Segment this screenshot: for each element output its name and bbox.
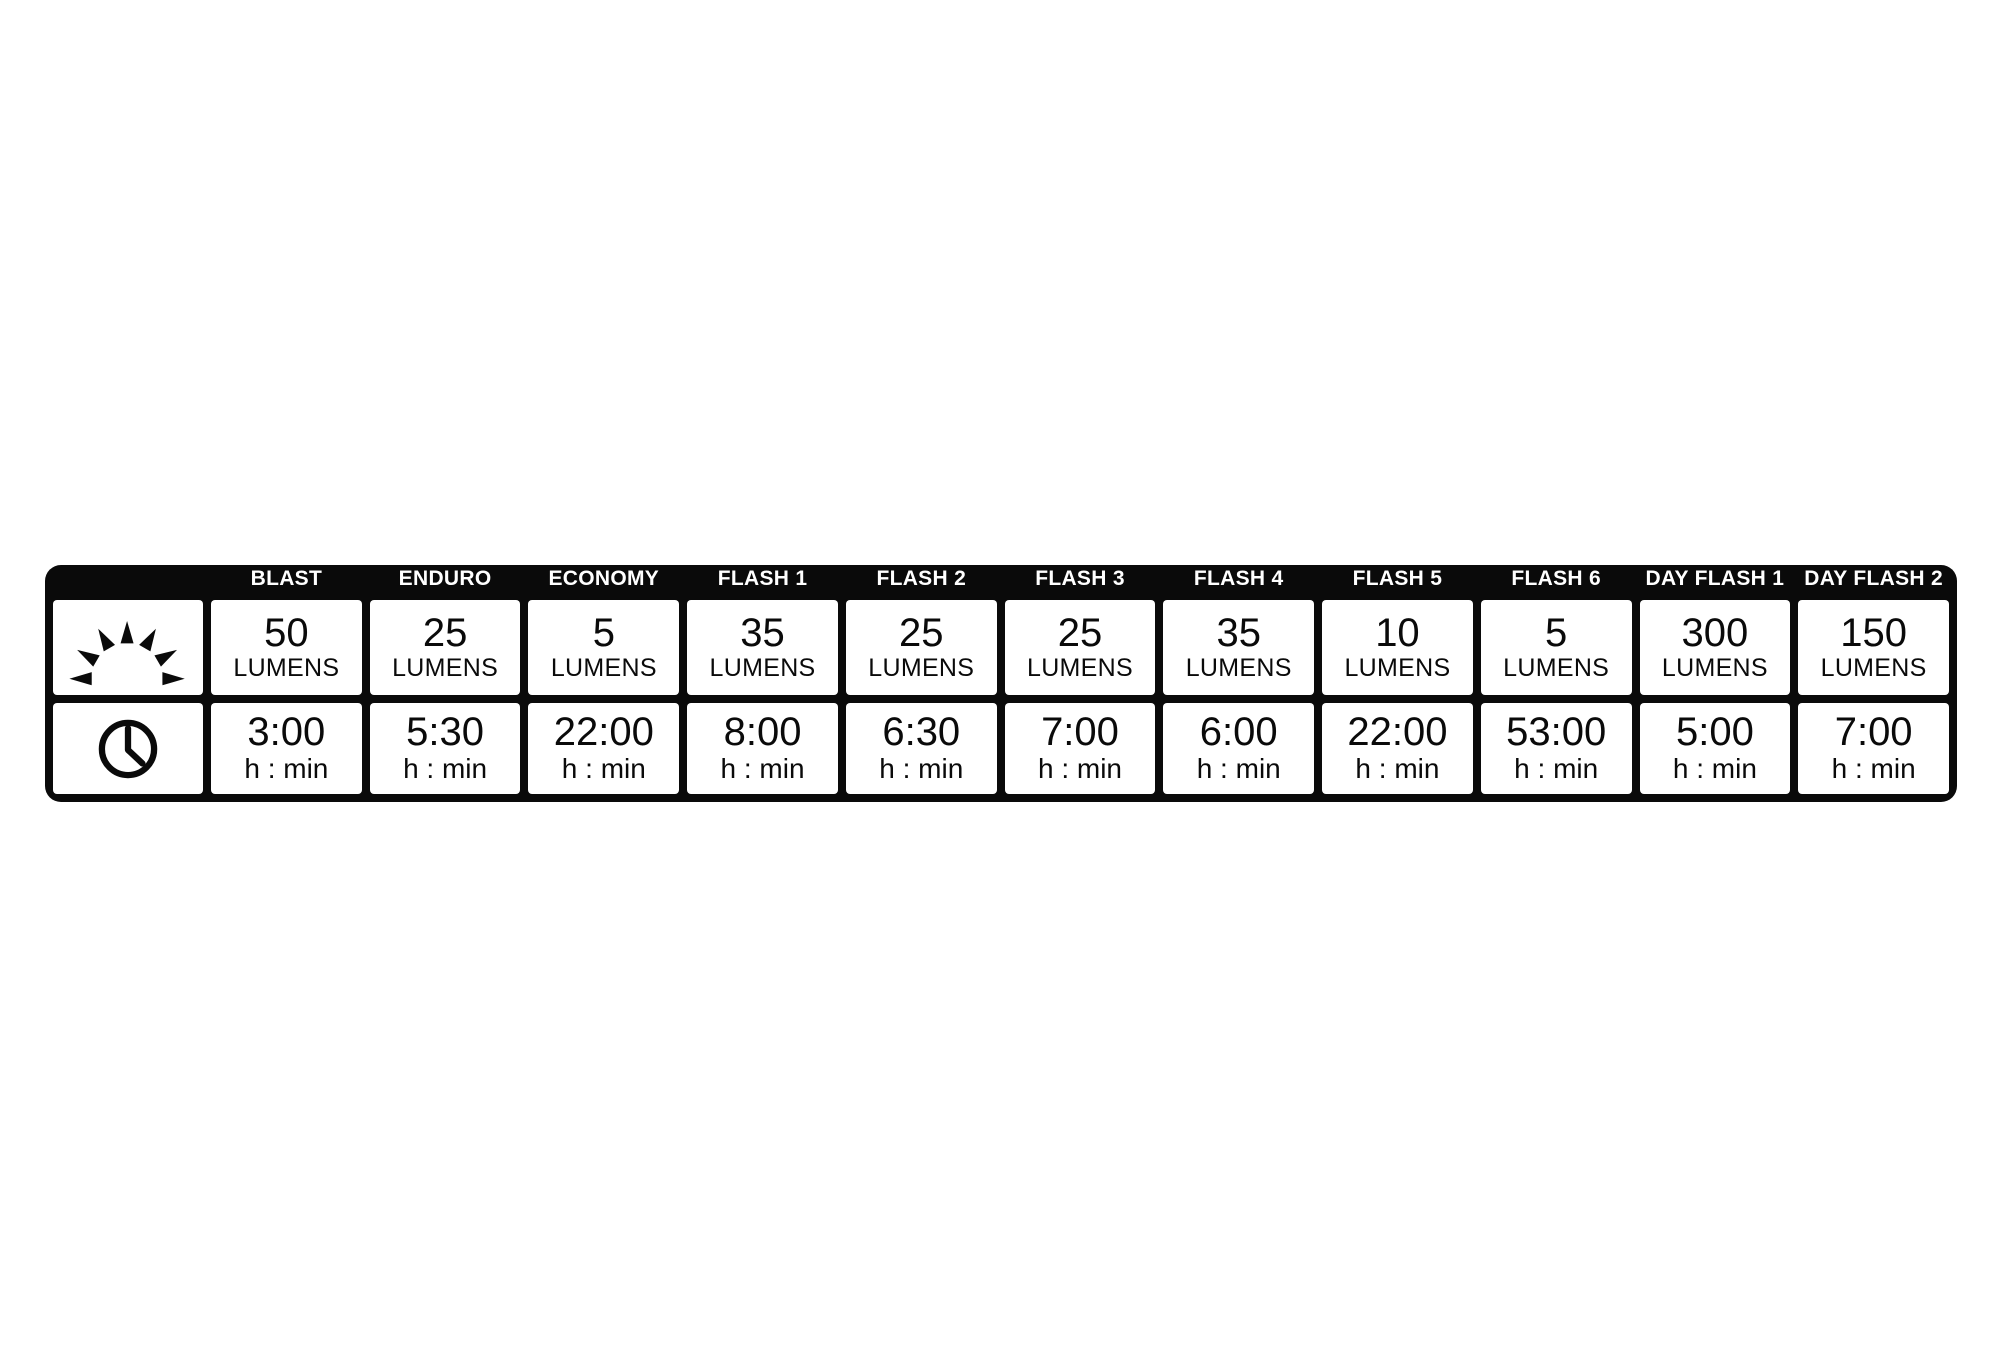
- clock-icon: [92, 713, 164, 785]
- runtime-value: 6:30: [882, 710, 961, 755]
- lumens-unit-label: LUMENS: [868, 654, 975, 683]
- header-icon-column-spacer: [53, 565, 203, 592]
- runtime-unit-label: h : min: [720, 753, 805, 785]
- lumens-cell-flash-6: 5 LUMENS: [1480, 600, 1632, 695]
- runtime-unit-label: h : min: [1831, 753, 1916, 785]
- lumens-cell-enduro: 25 LUMENS: [369, 600, 521, 695]
- lumens-value: 50: [264, 611, 309, 656]
- runtime-value: 6:00: [1199, 710, 1278, 755]
- lumens-unit-label: LUMENS: [1503, 654, 1610, 683]
- lumens-unit-label: LUMENS: [1026, 654, 1133, 683]
- lumens-unit-label: LUMENS: [1185, 654, 1292, 683]
- lumens-cell-flash-3: 25 LUMENS: [1004, 600, 1156, 695]
- lumens-value: 5: [592, 611, 615, 656]
- column-header-flash-1: FLASH 1: [717, 566, 808, 590]
- column-header-economy: ECONOMY: [548, 566, 660, 590]
- lumens-value: 25: [1057, 611, 1103, 656]
- runtime-value: 22:00: [1347, 710, 1448, 755]
- column-header-flash-2: FLASH 2: [876, 566, 967, 590]
- lumens-cell-flash-5: 10 LUMENS: [1322, 600, 1473, 695]
- lumens-value: 35: [1216, 611, 1261, 656]
- lumens-cell-day-flash-1: 300 LUMENS: [1639, 600, 1791, 695]
- lumens-unit-label: LUMENS: [550, 654, 657, 683]
- column-header-flash-3: FLASH 3: [1035, 566, 1125, 590]
- lumens-value: 300: [1681, 611, 1749, 656]
- lumens-unit-label: LUMENS: [709, 654, 816, 683]
- light-mode-spec-table: BLAST ENDURO ECONOMY FLASH 1 FLASH 2 FLA…: [45, 565, 1957, 802]
- lumens-cell-economy: 5 LUMENS: [528, 600, 680, 695]
- lumens-unit-label: LUMENS: [392, 654, 499, 683]
- runtime-cell-day-flash-1: 5:00 h : min: [1639, 703, 1791, 794]
- runtime-unit-label: h : min: [1196, 753, 1281, 785]
- runtime-unit-label: h : min: [403, 753, 488, 785]
- runtime-cell-economy: 22:00 h : min: [528, 703, 680, 794]
- lumens-value: 10: [1375, 611, 1420, 656]
- runtime-cell-enduro: 5:30 h : min: [369, 703, 521, 794]
- lumens-unit-label: LUMENS: [1820, 654, 1927, 683]
- column-header-flash-6: FLASH 6: [1511, 566, 1601, 590]
- column-header-flash-5: FLASH 5: [1352, 566, 1443, 590]
- lumens-cell-day-flash-2: 150 LUMENS: [1798, 600, 1949, 695]
- lumens-unit-label: LUMENS: [233, 654, 340, 683]
- runtime-unit-label: h : min: [1355, 753, 1440, 785]
- lumens-value: 35: [740, 611, 785, 656]
- runtime-value: 53:00: [1506, 710, 1607, 755]
- runtime-cell-blast: 3:00 h : min: [211, 703, 362, 794]
- runtime-value: 5:00: [1675, 710, 1754, 755]
- brightness-row-header: [53, 600, 203, 695]
- runtime-cell-flash-5: 22:00 h : min: [1322, 703, 1473, 794]
- runtime-unit-label: h : min: [1672, 753, 1757, 785]
- runtime-cell-flash-3: 7:00 h : min: [1004, 703, 1156, 794]
- runtime-cell-flash-4: 6:00 h : min: [1163, 703, 1315, 794]
- column-header-enduro: ENDURO: [398, 566, 492, 590]
- lumens-value: 150: [1840, 611, 1907, 656]
- column-header-day-flash-2: DAY FLASH 2: [1804, 566, 1943, 590]
- runtime-unit-label: h : min: [244, 753, 329, 785]
- lumens-unit-label: LUMENS: [1661, 654, 1768, 683]
- runtime-cell-flash-1: 8:00 h : min: [687, 703, 838, 794]
- runtime-unit-label: h : min: [561, 753, 646, 785]
- runtime-value: 3:00: [247, 710, 326, 755]
- sunrise-brightness-icon: [66, 608, 190, 688]
- runtime-value: 22:00: [553, 710, 654, 755]
- runtime-value: 7:00: [1834, 710, 1913, 755]
- lumens-cell-flash-4: 35 LUMENS: [1163, 600, 1315, 695]
- runtime-unit-label: h : min: [1514, 753, 1599, 785]
- runtime-value: 8:00: [723, 710, 802, 755]
- column-header-day-flash-1: DAY FLASH 1: [1645, 566, 1785, 590]
- runtime-unit-label: h : min: [1037, 753, 1122, 785]
- runtime-value: 5:30: [406, 710, 485, 755]
- runtime-value: 7:00: [1041, 710, 1119, 755]
- lumens-cell-blast: 50 LUMENS: [211, 600, 362, 695]
- lumens-unit-label: LUMENS: [1344, 654, 1451, 683]
- runtime-row-header: [53, 703, 203, 794]
- runtime-cell-flash-6: 53:00 h : min: [1480, 703, 1632, 794]
- lumens-value: 25: [422, 611, 468, 656]
- column-header-flash-4: FLASH 4: [1193, 566, 1284, 590]
- lumens-value: 5: [1545, 611, 1568, 656]
- runtime-cell-day-flash-2: 7:00 h : min: [1798, 703, 1949, 794]
- runtime-unit-label: h : min: [879, 753, 964, 785]
- lumens-cell-flash-2: 25 LUMENS: [845, 600, 997, 695]
- column-header-blast: BLAST: [250, 566, 323, 590]
- lumens-value: 25: [899, 611, 944, 656]
- lumens-cell-flash-1: 35 LUMENS: [687, 600, 838, 695]
- runtime-cell-flash-2: 6:30 h : min: [845, 703, 997, 794]
